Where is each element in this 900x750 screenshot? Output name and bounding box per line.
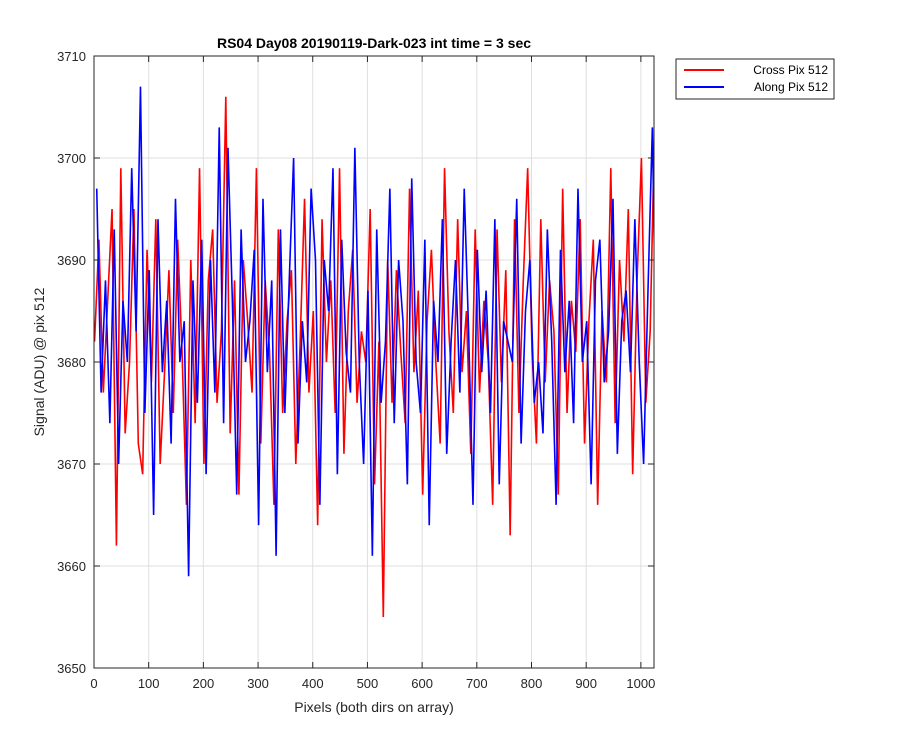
- y-axis-label: Signal (ADU) @ pix 512: [31, 287, 47, 436]
- series-line-along-pix-512: [95, 86, 654, 577]
- legend-label: Along Pix 512: [754, 80, 828, 94]
- x-tick-label: 0: [90, 676, 97, 691]
- x-axis-label: Pixels (both dirs on array): [294, 699, 454, 715]
- y-tick-label: 3680: [57, 355, 86, 370]
- x-tick-label: 800: [521, 676, 543, 691]
- series-layer: [94, 86, 654, 618]
- x-tick-label: 300: [247, 676, 269, 691]
- series-line-cross-pix-512: [94, 96, 654, 618]
- legend-label: Cross Pix 512: [753, 63, 828, 77]
- x-tick-label: 200: [193, 676, 215, 691]
- x-tick-label: 400: [302, 676, 324, 691]
- legend-box: [675, 58, 835, 100]
- x-tick-label: 700: [466, 676, 488, 691]
- y-tick-label: 3700: [57, 151, 86, 166]
- x-tick-label: 1000: [626, 676, 655, 691]
- y-tick-label: 3710: [57, 49, 86, 64]
- x-tick-label: 100: [138, 676, 160, 691]
- chart-title: RS04 Day08 20190119-Dark-023 int time = …: [217, 35, 531, 51]
- x-tick-label: 500: [357, 676, 379, 691]
- y-tick-label: 3650: [57, 661, 86, 676]
- x-tick-label: 600: [411, 676, 433, 691]
- legend: Cross Pix 512 Along Pix 512: [675, 58, 835, 100]
- y-tick-label: 3670: [57, 457, 86, 472]
- x-tick-label: 900: [575, 676, 597, 691]
- y-tick-label: 3690: [57, 253, 86, 268]
- y-tick-label: 3660: [57, 559, 86, 574]
- ticks: 0 100 200 300 400 500 600 700 800 900 1000 3650 3660…: [57, 49, 655, 691]
